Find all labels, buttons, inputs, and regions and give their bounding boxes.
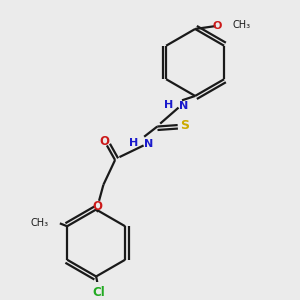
Text: S: S <box>180 118 189 132</box>
Text: O: O <box>212 21 222 31</box>
Text: Cl: Cl <box>93 286 105 299</box>
Text: CH₃: CH₃ <box>232 20 250 30</box>
Text: N: N <box>144 139 153 149</box>
Text: O: O <box>99 135 109 148</box>
Text: O: O <box>93 200 103 213</box>
Text: H: H <box>129 137 138 148</box>
Text: CH₃: CH₃ <box>30 218 48 228</box>
Text: H: H <box>164 100 173 110</box>
Text: N: N <box>178 101 188 111</box>
